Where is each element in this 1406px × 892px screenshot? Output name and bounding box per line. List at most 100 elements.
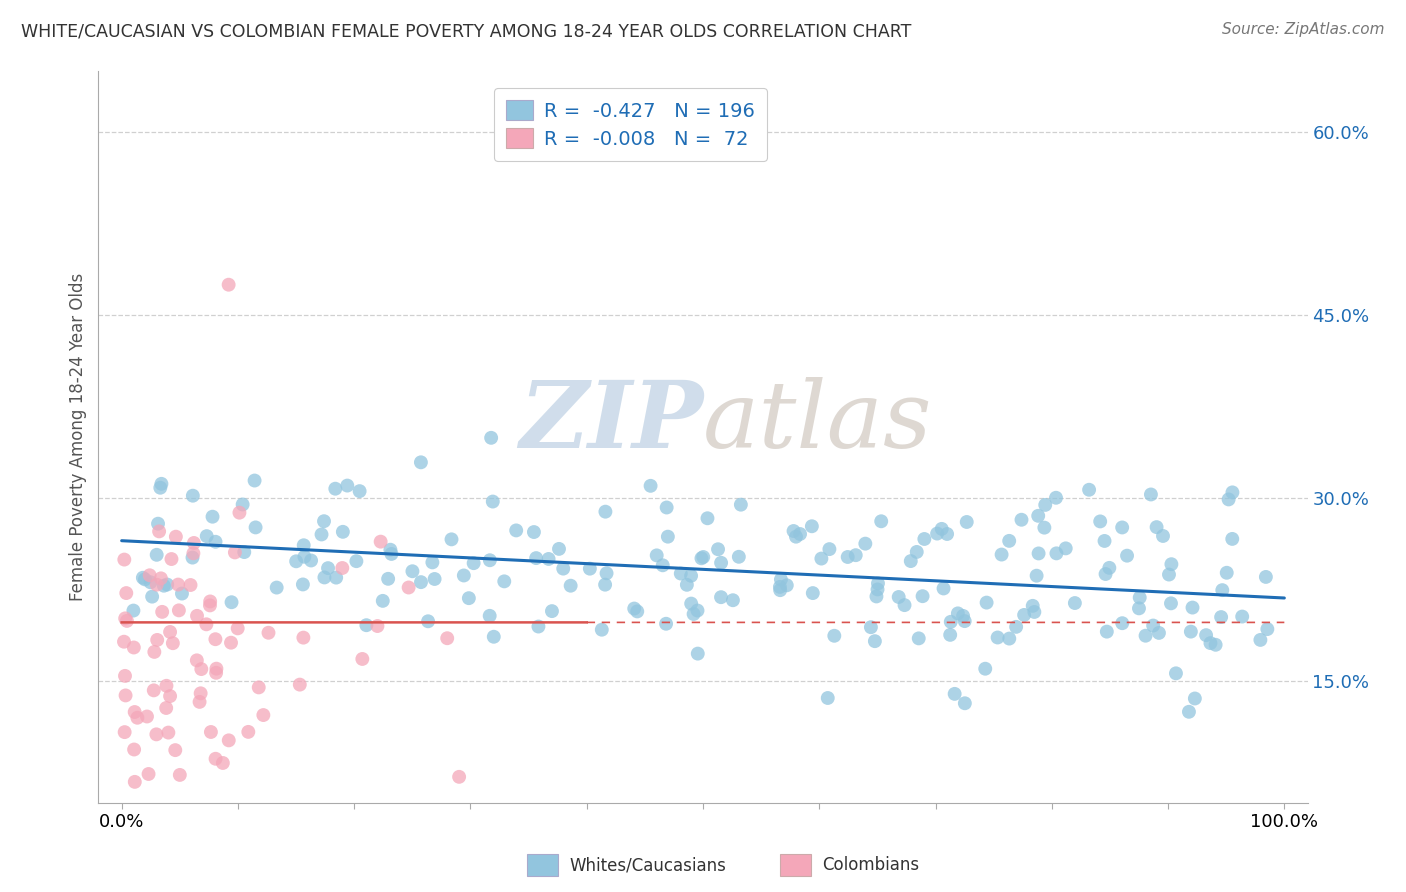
Point xyxy=(626,604,648,618)
Point xyxy=(291,577,314,591)
Point xyxy=(145,548,167,562)
Point xyxy=(692,549,714,564)
Point xyxy=(785,530,807,544)
Point xyxy=(114,725,136,739)
Point xyxy=(146,516,169,531)
Point xyxy=(145,577,167,591)
Point xyxy=(150,476,173,491)
Point xyxy=(422,555,444,569)
Point xyxy=(655,616,678,631)
Point xyxy=(1152,529,1174,543)
Point xyxy=(232,498,254,512)
Point xyxy=(505,524,527,538)
Point xyxy=(155,679,177,693)
Point xyxy=(141,590,163,604)
Point xyxy=(1033,521,1056,535)
Point xyxy=(150,605,173,619)
Point xyxy=(288,677,311,691)
Point xyxy=(686,603,709,617)
Point xyxy=(1129,591,1152,605)
Point xyxy=(170,586,193,600)
Point xyxy=(976,596,998,610)
Point xyxy=(312,514,335,528)
Point xyxy=(900,554,922,568)
Point xyxy=(537,552,560,566)
Point xyxy=(478,553,501,567)
Point xyxy=(156,577,179,591)
Point xyxy=(1025,568,1047,582)
Point xyxy=(1116,549,1139,563)
Point xyxy=(1160,558,1182,572)
Point xyxy=(243,474,266,488)
Point xyxy=(710,556,733,570)
Point xyxy=(316,561,339,575)
Point xyxy=(800,519,823,533)
Point xyxy=(931,522,953,536)
Point xyxy=(165,530,187,544)
Point xyxy=(180,578,202,592)
Point xyxy=(1094,567,1116,582)
Point xyxy=(292,631,315,645)
Point xyxy=(953,696,976,710)
Point xyxy=(115,586,138,600)
Point xyxy=(190,686,212,700)
Point xyxy=(1181,600,1204,615)
Point xyxy=(956,515,979,529)
Point xyxy=(1094,533,1116,548)
Point xyxy=(595,505,617,519)
Point xyxy=(356,618,378,632)
Point xyxy=(1140,487,1163,501)
Point xyxy=(1022,599,1045,613)
Text: Whites/Caucasians: Whites/Caucasians xyxy=(569,856,727,874)
Point xyxy=(159,689,181,703)
Point xyxy=(1045,546,1067,560)
Point xyxy=(380,542,402,557)
Point xyxy=(311,527,333,541)
Point xyxy=(1012,607,1035,622)
Point xyxy=(887,590,910,604)
Point xyxy=(818,542,841,557)
Point xyxy=(657,530,679,544)
Point xyxy=(1024,605,1046,619)
Point xyxy=(149,481,172,495)
Point xyxy=(1218,492,1240,507)
Point xyxy=(853,536,876,550)
Point xyxy=(380,547,402,561)
Point xyxy=(226,621,249,635)
Point xyxy=(336,478,359,492)
Point xyxy=(112,634,135,648)
Point xyxy=(352,652,374,666)
Point xyxy=(224,545,246,559)
Point xyxy=(205,662,228,676)
Point xyxy=(440,533,463,547)
Point xyxy=(721,593,744,607)
Point xyxy=(481,494,503,508)
Point xyxy=(186,653,208,667)
Point xyxy=(257,625,280,640)
Point xyxy=(1184,691,1206,706)
Point xyxy=(912,532,935,546)
Point xyxy=(1216,566,1239,580)
Point xyxy=(115,614,138,628)
Point xyxy=(548,541,571,556)
Point xyxy=(789,527,811,541)
Point xyxy=(204,632,226,647)
Point xyxy=(541,604,564,618)
Point xyxy=(453,568,475,582)
Point xyxy=(114,611,136,625)
Point xyxy=(865,590,887,604)
Point xyxy=(463,556,485,570)
Point xyxy=(998,533,1021,548)
Point xyxy=(727,549,749,564)
Point xyxy=(122,742,145,756)
Point xyxy=(1078,483,1101,497)
Point xyxy=(139,575,162,590)
Text: ZIP: ZIP xyxy=(519,377,703,467)
Point xyxy=(776,578,799,592)
Point xyxy=(1028,546,1050,560)
Point xyxy=(436,632,458,646)
Point xyxy=(681,568,703,582)
Point xyxy=(136,709,159,723)
Point xyxy=(893,598,915,612)
Point xyxy=(266,581,288,595)
